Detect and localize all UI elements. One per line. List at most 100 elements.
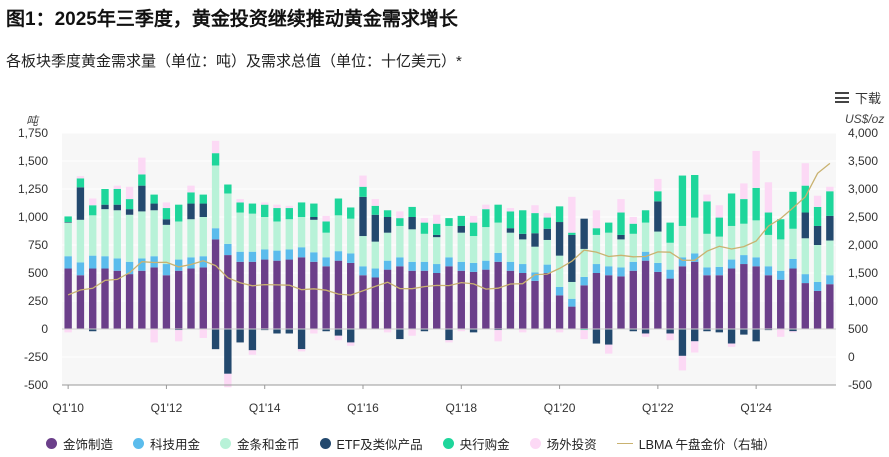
bar-segment-etf [273, 329, 281, 334]
bar-segment-jewellery [138, 270, 146, 329]
bar-segment-jewellery [322, 266, 330, 329]
bar-segment-central_banks [777, 219, 785, 240]
legend-item-jewellery: 金饰制造 [46, 434, 113, 453]
bar-segment-central_banks [801, 185, 809, 213]
x-axis-tick-label: Q1'16 [347, 401, 379, 415]
bar-segment-etf [654, 201, 662, 232]
bar-segment-bar_coin [113, 210, 121, 259]
bar-segment-bar_coin [580, 248, 588, 277]
bar-segment-jewellery [740, 264, 748, 329]
bar-segment-etf [138, 185, 146, 212]
download-button[interactable]: 下载 [834, 88, 881, 107]
bar-segment-bar_coin [740, 223, 748, 256]
bar-segment-central_banks [125, 199, 134, 210]
bar-segment-central_banks [408, 206, 416, 217]
bar-segment-technology [199, 256, 207, 268]
bar-segment-bar_coin [236, 212, 244, 252]
bar-segment-otc [494, 330, 502, 342]
bar-segment-bar_coin [469, 236, 478, 263]
bar-segment-jewellery [396, 266, 404, 329]
bar-segment-bar_coin [641, 222, 650, 252]
bar-segment-etf [371, 214, 379, 242]
right-axis-tick-label: 3,500 [848, 154, 878, 168]
bar-segment-jewellery [801, 283, 809, 329]
bar-segment-central_banks [248, 203, 257, 214]
bar-segment-bar_coin [752, 220, 760, 258]
bar-segment-jewellery [211, 239, 220, 329]
bar-segment-otc [322, 215, 330, 222]
bar-segment-otc [76, 176, 85, 179]
bar-segment-otc [764, 182, 773, 213]
bar-segment-otc [150, 329, 158, 343]
bar-segment-etf [580, 218, 588, 249]
left-axis-tick-label: 0 [41, 322, 48, 336]
bar-segment-otc [138, 157, 146, 175]
bar-segment-central_banks [752, 187, 760, 221]
bar-segment-jewellery [175, 270, 183, 329]
bar-segment-jewellery [408, 270, 416, 329]
bar-segment-central_banks [162, 208, 171, 220]
bar-segment-otc [64, 329, 72, 333]
bar-segment-bar_coin [285, 219, 293, 250]
bar-segment-technology [813, 281, 822, 291]
lbma-price-line [67, 162, 831, 296]
bar-segment-technology [273, 250, 281, 261]
bar-segment-jewellery [592, 273, 601, 329]
bar-segment-central_banks [64, 216, 72, 223]
bar-segment-bar_coin [555, 255, 564, 287]
bar-segment-jewellery [580, 285, 588, 329]
bar-segment-otc [236, 199, 244, 203]
bar-segment-central_banks [359, 186, 367, 197]
bar-segment-jewellery [297, 257, 306, 329]
bar-segment-jewellery [113, 270, 121, 329]
bar-segment-jewellery [715, 275, 723, 329]
bar-segment-central_banks [764, 212, 773, 235]
bar-segment-etf [727, 329, 736, 344]
bar-segment-central_banks [555, 206, 564, 223]
bar-segment-otc [433, 214, 441, 224]
bar-segment-technology [371, 268, 379, 278]
bar-segment-central_banks [175, 204, 183, 222]
bar-segment-central_banks [371, 205, 379, 215]
bar-segment-jewellery [285, 259, 293, 329]
bar-segment-bar_coin [371, 241, 379, 269]
legend-swatch [319, 438, 331, 449]
bar-segment-otc [383, 329, 392, 333]
bar-segment-central_banks [543, 217, 551, 229]
bar-segment-jewellery [605, 275, 613, 329]
legend-swatch [220, 438, 232, 449]
bar-segment-bar_coin [310, 219, 318, 253]
left-axis-tick-label: 1,250 [18, 182, 48, 196]
bar-segment-jewellery [347, 262, 355, 329]
bar-segment-jewellery [261, 259, 269, 329]
bar-segment-bar_coin [727, 225, 736, 260]
bar-segment-jewellery [187, 268, 195, 329]
bar-segment-central_banks [813, 206, 822, 226]
bar-segment-otc [310, 329, 318, 334]
legend-label: 场外投资 [546, 438, 597, 452]
bar-segment-bar_coin [261, 217, 269, 250]
bar-segment-jewellery [703, 275, 711, 329]
bar-segment-central_banks [715, 217, 723, 237]
bar-segment-otc [531, 205, 539, 214]
bar-segment-bar_coin [273, 221, 281, 251]
bar-segment-technology [764, 266, 773, 276]
bar-segment-central_banks [310, 203, 318, 217]
legend-label: 央行购金 [459, 438, 510, 452]
left-axis-tick-label: 1,750 [18, 126, 48, 140]
left-axis-tick-label: 1,000 [18, 210, 48, 224]
bar-segment-otc [199, 329, 207, 338]
bar-segment-otc [555, 329, 564, 333]
bar-segment-jewellery [125, 274, 134, 329]
bar-segment-otc [175, 330, 183, 342]
bar-segment-otc [248, 350, 257, 355]
bar-segment-technology [433, 264, 441, 273]
bar-segment-central_banks [691, 175, 699, 218]
bar-segment-etf [310, 217, 318, 220]
bar-segment-etf [175, 329, 183, 331]
legend-item-otc: 场外投资 [529, 434, 597, 453]
bar-segment-otc [187, 185, 195, 193]
x-axis-tick-label: Q1'22 [642, 401, 674, 415]
bar-segment-bar_coin [826, 240, 834, 276]
bar-segment-central_banks [89, 205, 97, 216]
